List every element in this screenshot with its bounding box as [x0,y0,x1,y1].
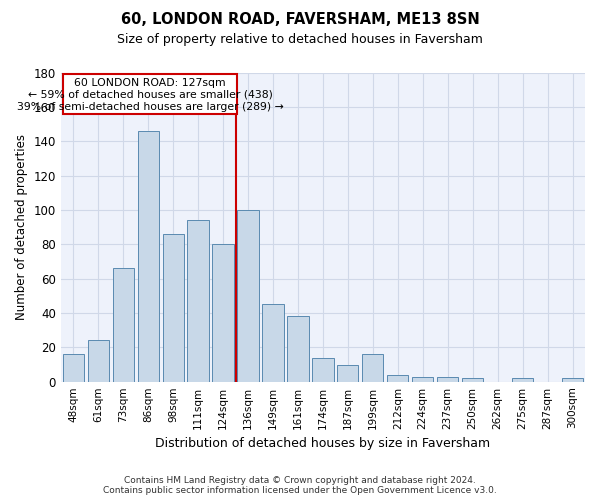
Bar [113,268,134,382]
Bar [212,244,233,382]
Text: Contains HM Land Registry data © Crown copyright and database right 2024.
Contai: Contains HM Land Registry data © Crown c… [103,476,497,495]
FancyBboxPatch shape [63,74,237,114]
Bar [287,316,308,382]
Bar [337,364,358,382]
Bar [562,378,583,382]
Bar [238,210,259,382]
Bar [512,378,533,382]
Y-axis label: Number of detached properties: Number of detached properties [15,134,28,320]
Bar [362,354,383,382]
Text: 60 LONDON ROAD: 127sqm: 60 LONDON ROAD: 127sqm [74,78,226,88]
Bar [312,358,334,382]
Text: 39% of semi-detached houses are larger (289) →: 39% of semi-detached houses are larger (… [17,102,283,112]
Text: Size of property relative to detached houses in Faversham: Size of property relative to detached ho… [117,32,483,46]
Bar [88,340,109,382]
Bar [437,376,458,382]
Text: ← 59% of detached houses are smaller (438): ← 59% of detached houses are smaller (43… [28,90,272,100]
Bar [387,375,409,382]
Bar [462,378,483,382]
Text: 60, LONDON ROAD, FAVERSHAM, ME13 8SN: 60, LONDON ROAD, FAVERSHAM, ME13 8SN [121,12,479,28]
X-axis label: Distribution of detached houses by size in Faversham: Distribution of detached houses by size … [155,437,490,450]
Bar [262,304,284,382]
Bar [137,131,159,382]
Bar [412,376,433,382]
Bar [62,354,84,382]
Bar [187,220,209,382]
Bar [163,234,184,382]
